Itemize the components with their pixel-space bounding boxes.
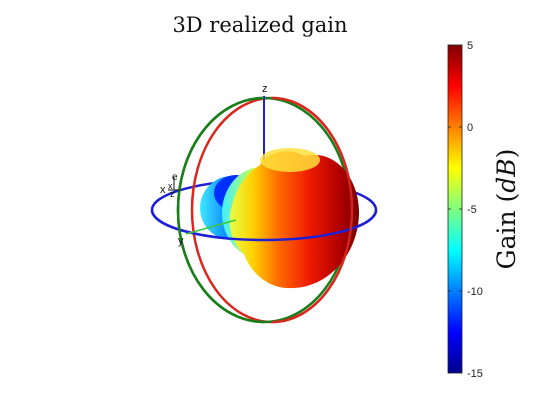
orientation-triad: e x z bbox=[168, 172, 180, 199]
triad-e: e bbox=[172, 172, 178, 183]
colorbar-tick-label: -10 bbox=[467, 286, 483, 298]
x-axis-label: x bbox=[160, 184, 166, 196]
colorbar: 5 0 -5 -10 -15 Gain (dB) bbox=[447, 40, 521, 380]
colorbar-tick-label: -15 bbox=[467, 368, 483, 380]
y-axis-line bbox=[185, 219, 237, 235]
colorbar-label-suffix: ) bbox=[492, 149, 521, 159]
azimuth-cut-front bbox=[150, 209, 378, 242]
triad-x: x bbox=[168, 181, 173, 191]
elevation-red-front bbox=[271, 96, 354, 324]
colorbar-label: Gain (dB) bbox=[492, 149, 521, 270]
z-axis-label: z bbox=[262, 83, 268, 95]
colorbar-label-prefix: Gain ( bbox=[492, 193, 521, 270]
triad-z: z bbox=[170, 189, 175, 199]
elevation-green-front bbox=[176, 96, 265, 324]
main-lobe-top bbox=[260, 148, 320, 172]
y-axis-label: y bbox=[178, 235, 184, 247]
colorbar-label-unit: dB bbox=[492, 158, 521, 192]
main-lobe bbox=[229, 151, 360, 289]
radiation-pattern bbox=[200, 148, 360, 289]
colorbar-tick-label: 5 bbox=[467, 40, 473, 52]
colorbar-ticks: 5 0 -5 -10 -15 bbox=[448, 40, 483, 380]
colorbar-tick-label: 0 bbox=[467, 122, 473, 134]
chart-title: 3D realized gain bbox=[172, 13, 347, 37]
colorbar-tick-label: -5 bbox=[467, 204, 477, 216]
